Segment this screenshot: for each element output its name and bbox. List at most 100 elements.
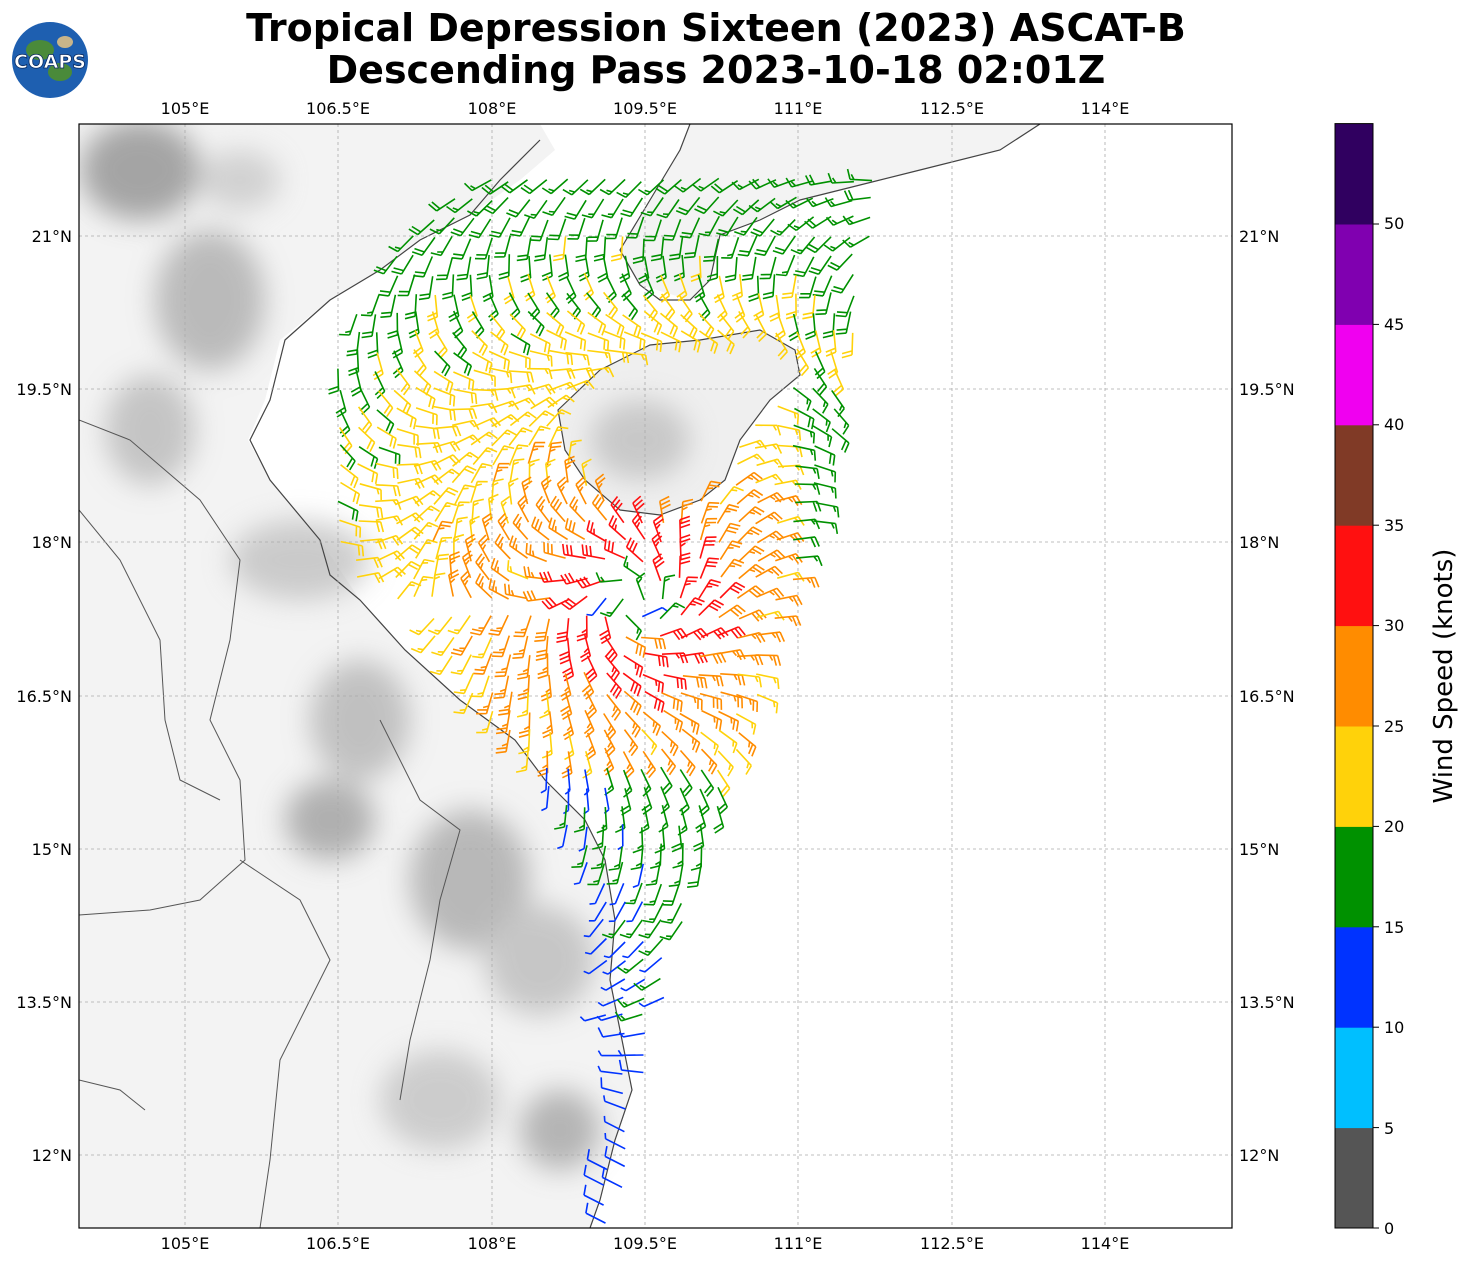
wind-barb bbox=[609, 882, 625, 906]
wind-barb bbox=[585, 732, 597, 761]
wind-barb bbox=[604, 330, 626, 350]
lat-label: 18°N bbox=[32, 533, 72, 552]
wind-barb bbox=[603, 713, 617, 741]
wind-barb bbox=[719, 540, 743, 561]
wind-barb bbox=[358, 520, 385, 533]
wind-barb bbox=[787, 216, 815, 232]
lon-labels-top: 105°E 106.5°E 108°E 109.5°E 111°E 112.5°… bbox=[161, 99, 1130, 118]
wind-barb bbox=[498, 254, 511, 280]
wind-barb bbox=[339, 444, 356, 471]
colorbar-bin bbox=[1335, 123, 1373, 225]
wind-barb bbox=[608, 515, 627, 541]
wind-barb bbox=[680, 498, 694, 524]
wind-barb bbox=[622, 769, 633, 798]
wind-barb bbox=[638, 938, 664, 957]
wind-barb bbox=[617, 958, 644, 974]
wind-barb bbox=[793, 536, 820, 548]
wind-barb bbox=[409, 617, 435, 636]
wind-barb bbox=[739, 439, 767, 450]
wind-barb bbox=[720, 558, 745, 578]
wind-barb bbox=[432, 405, 456, 421]
wind-barb bbox=[796, 555, 823, 567]
colorbar-bin bbox=[1335, 726, 1373, 827]
wind-barb bbox=[547, 394, 575, 409]
wind-barb bbox=[471, 675, 490, 698]
wind-barb bbox=[642, 902, 664, 924]
wind-barb bbox=[661, 731, 679, 757]
wind-barb bbox=[610, 236, 624, 262]
wind-barb bbox=[699, 330, 719, 354]
wind-barb bbox=[710, 180, 739, 194]
wind-barb bbox=[776, 532, 805, 544]
wind-barb bbox=[397, 274, 416, 297]
lat-label: 12°N bbox=[1239, 1146, 1279, 1165]
wind-barb bbox=[489, 217, 511, 238]
wind-barb bbox=[679, 217, 701, 239]
wind-barb bbox=[617, 1049, 644, 1057]
wind-barb bbox=[660, 766, 673, 795]
wind-barb bbox=[414, 490, 442, 504]
wind-barb bbox=[547, 218, 567, 241]
colorbar-tick: 50 bbox=[1384, 214, 1404, 233]
wind-barb bbox=[481, 512, 493, 541]
wind-barb bbox=[661, 692, 683, 712]
wind-barb bbox=[718, 649, 746, 661]
lat-label: 19.5°N bbox=[1239, 380, 1295, 399]
wind-barb bbox=[476, 710, 494, 734]
wind-barb bbox=[682, 675, 708, 689]
wind-barb bbox=[630, 845, 644, 871]
wind-barb bbox=[564, 518, 586, 540]
wind-barb bbox=[450, 217, 475, 237]
lon-labels-bottom: 105°E 106.5°E 108°E 109.5°E 111°E 112.5°… bbox=[161, 1234, 1130, 1253]
wind-barb bbox=[659, 312, 679, 338]
wind-barb bbox=[713, 805, 725, 834]
chart-title-line2: Descending Pass 2023-10-18 02:01Z bbox=[326, 48, 1106, 92]
wind-barb bbox=[638, 996, 665, 1008]
wind-barb bbox=[497, 512, 511, 541]
wind-barb bbox=[504, 583, 528, 600]
wind-barb bbox=[556, 476, 568, 505]
wind-barb bbox=[825, 330, 837, 357]
wind-barb bbox=[475, 573, 493, 599]
wind-barb bbox=[618, 1059, 644, 1074]
wind-barb bbox=[586, 292, 602, 319]
wind-barb bbox=[559, 637, 571, 665]
wind-barb bbox=[652, 553, 665, 582]
colorbar-bin bbox=[1335, 1027, 1373, 1129]
wind-barb bbox=[781, 275, 797, 299]
wind-barb bbox=[567, 217, 586, 240]
wind-barb bbox=[679, 576, 698, 599]
wind-barb bbox=[621, 273, 632, 302]
wind-barb bbox=[756, 673, 780, 689]
wind-barb bbox=[488, 493, 499, 521]
wind-barb bbox=[660, 331, 682, 353]
wind-barb bbox=[470, 480, 488, 503]
wind-barb bbox=[431, 572, 446, 597]
wind-barb bbox=[813, 520, 839, 535]
wind-barb bbox=[578, 826, 588, 852]
wind-barb bbox=[661, 652, 689, 664]
wind-barb bbox=[644, 652, 669, 668]
wind-barb bbox=[738, 609, 767, 622]
wind-barb bbox=[415, 407, 438, 426]
wind-barb bbox=[433, 553, 449, 578]
wind-barb bbox=[639, 957, 663, 973]
wind-barb bbox=[679, 712, 700, 735]
wind-barb bbox=[668, 863, 684, 887]
wind-barb bbox=[340, 540, 365, 557]
wind-barb bbox=[641, 606, 668, 618]
wind-barb bbox=[748, 197, 776, 213]
wind-barb bbox=[622, 314, 642, 338]
wind-barb bbox=[734, 216, 758, 236]
wind-barb bbox=[608, 901, 626, 923]
colorbar-tick: 0 bbox=[1384, 1219, 1394, 1238]
wind-barb bbox=[641, 636, 667, 650]
wind-barb bbox=[564, 199, 587, 220]
wind-barb bbox=[489, 387, 516, 399]
lon-label: 109.5°E bbox=[613, 1234, 677, 1253]
colorbar-tick: 30 bbox=[1384, 616, 1404, 635]
wind-barb bbox=[433, 387, 456, 407]
wind-barb bbox=[508, 397, 537, 408]
wind-barb bbox=[755, 473, 784, 484]
colorbar-bin bbox=[1335, 926, 1373, 1028]
